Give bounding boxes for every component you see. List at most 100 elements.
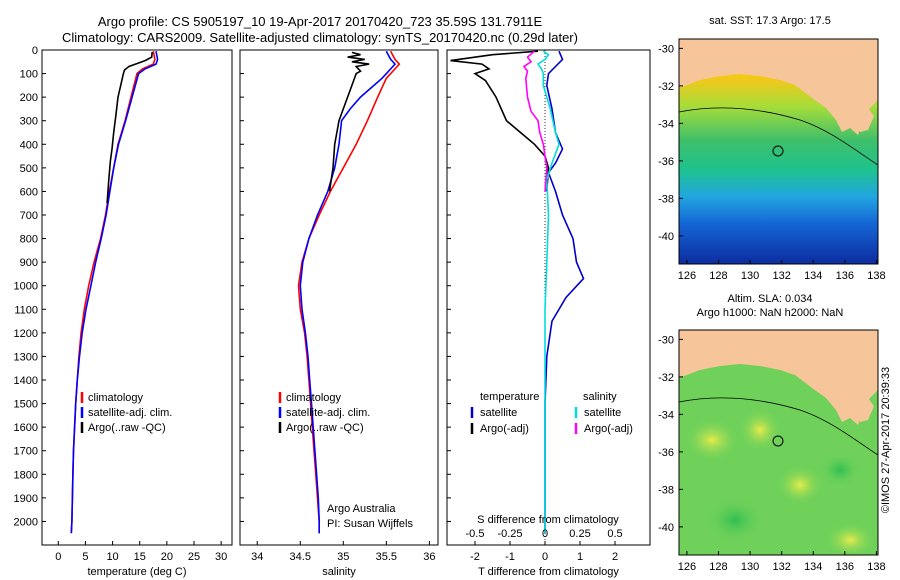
x-tick-label: 15 — [134, 551, 146, 563]
legend-group-temperature: temperature — [480, 391, 539, 403]
y-tick-label: 500 — [20, 163, 38, 175]
argo-position-marker — [772, 145, 784, 157]
climatology-title: Climatology: CARS2009. Satellite-adjuste… — [62, 30, 578, 45]
kangaroo-island — [856, 108, 874, 132]
x-tick-label: 1 — [577, 551, 583, 563]
y-tick-label: 0 — [32, 45, 38, 57]
y-tick-label: 2000 — [14, 516, 38, 528]
y-tick-label: 700 — [20, 210, 38, 222]
plot-frame — [446, 49, 651, 546]
map-x-tick-label: 138 — [867, 270, 885, 282]
series-line — [544, 50, 585, 534]
map-y-tick-label: -30 — [658, 334, 674, 346]
x-tick-label: 35 — [337, 551, 349, 563]
x-tick-label: 5 — [82, 551, 88, 563]
map-y-tick-label: -40 — [658, 522, 674, 534]
x2-axis-label: S difference from climatology — [477, 514, 619, 526]
map-y-tick-label: -32 — [658, 372, 674, 384]
x-axis-label: salinity — [322, 566, 356, 578]
y-tick-label: 600 — [20, 186, 38, 198]
map-x-tick-label: 130 — [741, 270, 759, 282]
x-tick-label: 30 — [215, 551, 227, 563]
legend-label: Argo(..raw -QC) — [286, 422, 364, 434]
map-y-tick-label: -36 — [658, 156, 674, 168]
plot-frame — [41, 49, 233, 546]
legend-label: climatology — [88, 392, 144, 404]
map-x-tick-label: 136 — [836, 561, 854, 573]
y-tick-label: 1700 — [14, 446, 38, 458]
y-tick-label: 1800 — [14, 469, 38, 481]
legend-label: Argo(..raw -QC) — [88, 422, 166, 434]
x-tick-label: 10 — [106, 551, 118, 563]
sst-map — [678, 38, 879, 265]
series-line — [297, 50, 401, 534]
map-x-tick-label: 134 — [804, 270, 822, 282]
map-y-tick-label: -34 — [658, 409, 674, 421]
y-tick-label: 1500 — [14, 399, 38, 411]
argo-position-marker — [772, 435, 784, 447]
y-tick-label: 1100 — [14, 304, 38, 316]
map-y-tick-label: -30 — [658, 43, 674, 55]
isobath-line — [678, 397, 879, 456]
legend-label: climatology — [286, 392, 342, 404]
x-tick-label: 2 — [612, 551, 618, 563]
australia-land — [679, 330, 878, 425]
map-y-tick-label: -34 — [658, 118, 674, 130]
series-line — [106, 51, 153, 204]
x-tick-label: 0 — [542, 551, 548, 563]
x-tick-label: -1 — [505, 551, 515, 563]
legend-label: satellite-adj. clim. — [286, 407, 370, 419]
x2-tick-label: 0.5 — [607, 528, 622, 540]
kangaroo-island — [856, 398, 874, 422]
map-x-tick-label: 132 — [772, 561, 790, 573]
x2-tick-label: -0.25 — [497, 528, 522, 540]
y-tick-label: 1600 — [14, 422, 38, 434]
credit-text: ©IMOS 27-Apr-2017 20:39:33 — [880, 367, 892, 513]
y-tick-label: 1300 — [14, 351, 38, 363]
map-x-tick-label: 132 — [772, 270, 790, 282]
sla-map-title: Altim. SLA: 0.034 — [728, 293, 813, 305]
series-line — [522, 50, 548, 192]
sla-map-subtitle: Argo h1000: NaN h2000: NaN — [697, 307, 844, 319]
map-x-tick-label: 134 — [804, 561, 822, 573]
map-y-tick-label: -36 — [658, 447, 674, 459]
legend-label: Argo(-adj) — [584, 423, 633, 435]
y-tick-label: 1400 — [14, 375, 38, 387]
profile-title: Argo profile: CS 5905197_10 19-Apr-2017 … — [97, 14, 543, 29]
x-tick-label: 34 — [251, 551, 263, 563]
map-x-tick-label: 128 — [709, 561, 727, 573]
map-x-tick-label: 130 — [741, 561, 759, 573]
sla-map — [678, 329, 879, 558]
x-axis-label: temperature (deg C) — [87, 566, 186, 578]
y-tick-label: 400 — [20, 139, 38, 151]
map-y-tick-label: -32 — [658, 81, 674, 93]
map-y-tick-label: -40 — [658, 231, 674, 243]
y-tick-label: 1000 — [14, 281, 38, 293]
map-x-tick-label: 138 — [867, 561, 885, 573]
y-tick-label: 100 — [20, 69, 38, 81]
map-x-tick-label: 126 — [678, 270, 696, 282]
x2-tick-label: 0.25 — [569, 528, 590, 540]
map-x-tick-label: 136 — [836, 270, 854, 282]
x-axis-label: T difference from climatology — [478, 566, 619, 578]
x2-tick-label: -0.5 — [466, 528, 485, 540]
legend-label: satellite-adj. clim. — [88, 407, 172, 419]
x-tick-label: 36 — [423, 551, 435, 563]
series-line — [70, 51, 159, 534]
series-line — [328, 51, 370, 192]
legend-label: satellite — [584, 407, 621, 419]
plot-frame — [239, 49, 439, 546]
australia-land — [679, 39, 878, 135]
isobath-line — [678, 107, 879, 166]
legend-group-salinity: salinity — [583, 391, 617, 403]
y-tick-label: 1200 — [14, 328, 38, 340]
map-y-tick-label: -38 — [658, 484, 674, 496]
y-tick-label: 1900 — [14, 493, 38, 505]
sst-map-title: sat. SST: 17.3 Argo: 17.5 — [709, 15, 831, 27]
x-tick-label: -2 — [470, 551, 480, 563]
y-tick-label: 800 — [20, 234, 38, 246]
series-line — [70, 51, 156, 534]
series-line — [299, 50, 397, 534]
x-tick-label: 34.5 — [290, 551, 311, 563]
y-tick-label: 300 — [20, 116, 38, 128]
